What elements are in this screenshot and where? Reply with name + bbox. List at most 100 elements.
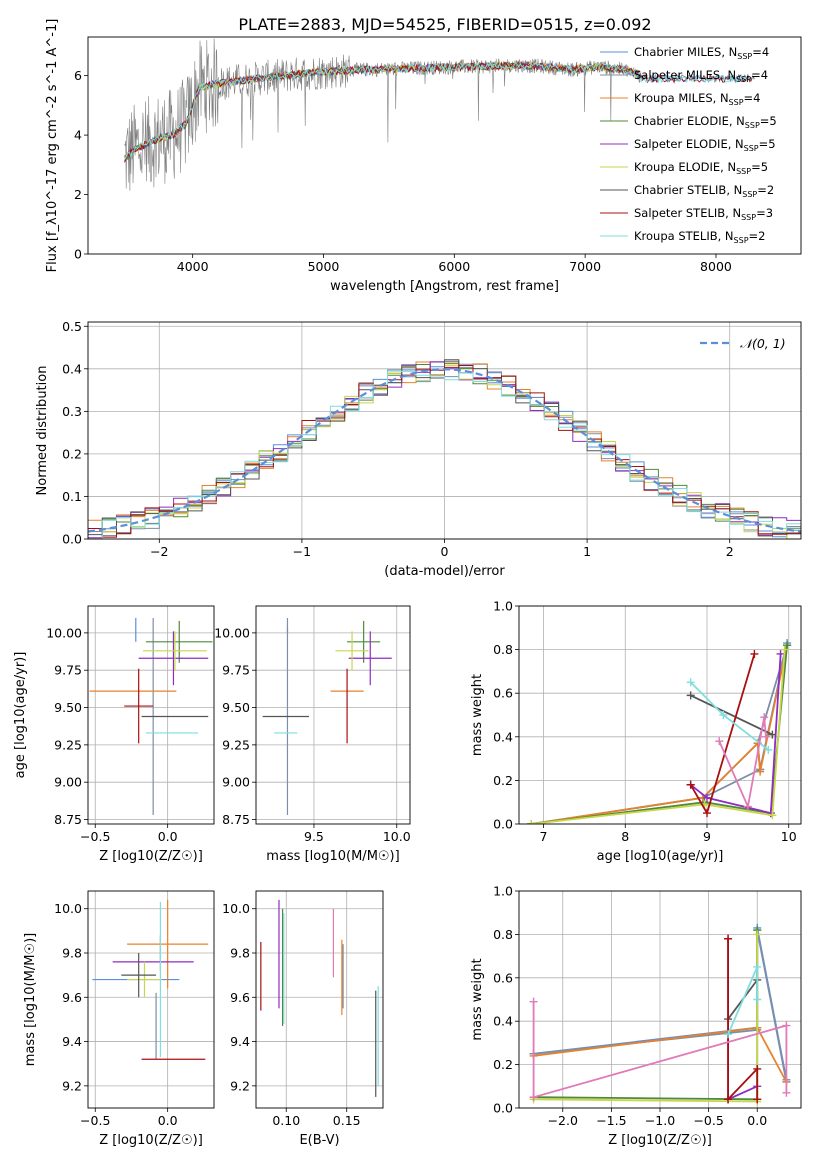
y-tick-label: 0.0 bbox=[493, 1101, 513, 1116]
legend-eq: =5 bbox=[759, 137, 776, 151]
x-tick-label: −1.5 bbox=[596, 1113, 626, 1128]
y-tick-label: 9.75 bbox=[54, 663, 82, 678]
weight-extra-0-marker bbox=[761, 732, 770, 741]
legend-eq: =5 bbox=[751, 160, 768, 174]
x-tick-label: 7 bbox=[540, 829, 548, 844]
legend-eq: =2 bbox=[757, 183, 774, 197]
panel-spectrum: 4000 5000 6000 7000 8000 0 2 4 6 wavelength [Angs… bbox=[45, 19, 802, 294]
y-tick-label: 6 bbox=[74, 68, 82, 83]
weight-series-8-marker bbox=[764, 745, 773, 754]
y-tick-label: 9.6 bbox=[62, 990, 82, 1005]
legend-eq: =4 bbox=[752, 45, 769, 59]
weight-series-7-marker bbox=[724, 1095, 733, 1104]
y-tick-label: 9.6 bbox=[230, 990, 250, 1005]
y-tick-label: 0.8 bbox=[493, 927, 513, 942]
weight-series-8-marker bbox=[686, 678, 695, 687]
legend-eq: =3 bbox=[756, 206, 773, 220]
weight-extra-0-line bbox=[532, 1001, 788, 1099]
weight-extra-0-marker bbox=[760, 713, 769, 722]
x-axis-label: (data-model)/error bbox=[384, 564, 505, 579]
plot-area bbox=[529, 923, 791, 1106]
legend-eq: =4 bbox=[744, 91, 761, 105]
x-tick-label: −1 bbox=[293, 544, 311, 559]
legend-sub: SSP bbox=[744, 144, 759, 153]
weight-series-5-line bbox=[531, 649, 786, 824]
legend-label-1: Salpeter MILES, NSSP=4 bbox=[634, 68, 768, 84]
plot-area bbox=[527, 639, 792, 824]
weight-series-7-marker bbox=[724, 934, 733, 943]
legend-eq: =4 bbox=[751, 68, 768, 82]
legend-sub: SSP bbox=[736, 167, 751, 176]
legend-label-2: Kroupa MILES, NSSP=4 bbox=[634, 91, 760, 107]
weight-series-8-line bbox=[727, 966, 759, 1035]
y-tick-label: 10.00 bbox=[46, 625, 82, 640]
weight-series-3-marker bbox=[783, 641, 792, 650]
plot-area bbox=[260, 899, 379, 1097]
legend-label-8: Kroupa STELIB, NSSP=2 bbox=[634, 229, 765, 245]
x-tick-label: −1.0 bbox=[645, 1113, 675, 1128]
y-tick-label: 9.00 bbox=[222, 775, 250, 790]
y-tick-label: 9.75 bbox=[222, 663, 250, 678]
panel-weight-vs-age: 7 8 9 10 0.0 0.2 0.4 0.6 0.8 1.0 age [log10(age/yr… bbox=[470, 599, 802, 864]
y-tick-label: 9.2 bbox=[62, 1078, 82, 1093]
weight-series-7-marker bbox=[686, 780, 695, 789]
x-axis-label: mass [log10(M/M☉)] bbox=[266, 849, 399, 864]
y-tick-label: 0.2 bbox=[493, 773, 513, 788]
y-tick-label: 0.6 bbox=[493, 970, 513, 985]
axes-frame bbox=[518, 605, 802, 825]
observed-spectrum-line bbox=[124, 38, 641, 191]
axes-frame bbox=[255, 605, 411, 825]
x-tick-label: 9 bbox=[703, 829, 711, 844]
legend-label-6: Chabrier STELIB, NSSP=2 bbox=[634, 183, 774, 199]
y-tick-label: 8.75 bbox=[54, 812, 82, 827]
legend-label-4: Salpeter ELODIE, NSSP=5 bbox=[634, 137, 776, 153]
y-tick-label: 0.5 bbox=[62, 319, 82, 334]
model-fit-line-8 bbox=[124, 60, 755, 160]
weight-series-5-marker bbox=[753, 930, 762, 939]
weight-series-4-marker bbox=[776, 649, 785, 658]
x-tick-label: 4000 bbox=[177, 259, 209, 274]
y-tick-label: 10.0 bbox=[54, 901, 82, 916]
legend-sub: SSP bbox=[745, 121, 760, 130]
x-tick-label: 6000 bbox=[438, 259, 470, 274]
y-tick-label: 8.75 bbox=[222, 812, 250, 827]
x-tick-label: −0.5 bbox=[693, 1113, 723, 1128]
x-tick-label: −2 bbox=[150, 544, 168, 559]
weight-series-4-marker bbox=[703, 793, 711, 802]
legend-label-0: Chabrier MILES, NSSP=4 bbox=[634, 45, 769, 61]
y-tick-label: 9.25 bbox=[222, 737, 250, 752]
weight-series-5-marker bbox=[780, 645, 789, 654]
x-tick-label: 1 bbox=[583, 544, 591, 559]
panel-residuals: −2 −1 0 1 2 0.0 0.1 0.2 0.3 0.4 0.5 (data-model)/er… bbox=[35, 319, 802, 579]
y-axis-label: Flux [f_λ10^-17 erg cm^-2 s^-1 A^-1] bbox=[45, 19, 60, 273]
weight-extra-0-marker bbox=[743, 802, 752, 811]
x-tick-label: 10.0 bbox=[383, 829, 411, 844]
y-tick-label: 9.4 bbox=[62, 1034, 82, 1049]
legend-eq: =2 bbox=[749, 229, 766, 243]
axes-frame bbox=[87, 605, 215, 825]
weight-series-6-marker bbox=[686, 691, 695, 700]
legend-label-3: Chabrier ELODIE, NSSP=5 bbox=[634, 114, 777, 130]
y-tick-label: 10.00 bbox=[214, 625, 250, 640]
normal-reference-curve bbox=[88, 368, 801, 533]
x-axis-label: Z [log10(Z/Z☉)] bbox=[99, 849, 203, 864]
panel-age-vs-z: −0.5 0.0 8.75 9.00 9.25 9.50 9.75 10.00 Z [log10… bbox=[13, 605, 215, 864]
weight-series-7-marker bbox=[753, 1095, 762, 1104]
x-tick-label: 0 bbox=[441, 544, 449, 559]
weight-series-7-marker bbox=[703, 809, 711, 818]
x-tick-label: 8 bbox=[621, 829, 629, 844]
legend-sub: SSP bbox=[742, 190, 757, 199]
weight-extra-0-marker bbox=[529, 1093, 538, 1102]
panel-age-vs-mass: 9.5 10.0 8.75 9.00 9.25 9.50 9.75 10.00 mass [lo… bbox=[214, 605, 411, 864]
y-tick-label: 2 bbox=[74, 187, 82, 202]
y-tick-label: 0.2 bbox=[62, 446, 82, 461]
legend-sub: SSP bbox=[729, 98, 744, 107]
y-axis-label: mass weight bbox=[470, 958, 485, 1040]
x-axis-label: wavelength [Angstrom, rest frame] bbox=[330, 279, 559, 294]
plot-area bbox=[262, 617, 392, 816]
legend-reference-label: 𝒩(0, 1) bbox=[740, 336, 786, 351]
weight-series-8-marker bbox=[719, 711, 728, 719]
y-tick-label: 0.0 bbox=[62, 532, 82, 547]
y-tick-label: 9.50 bbox=[222, 700, 250, 715]
